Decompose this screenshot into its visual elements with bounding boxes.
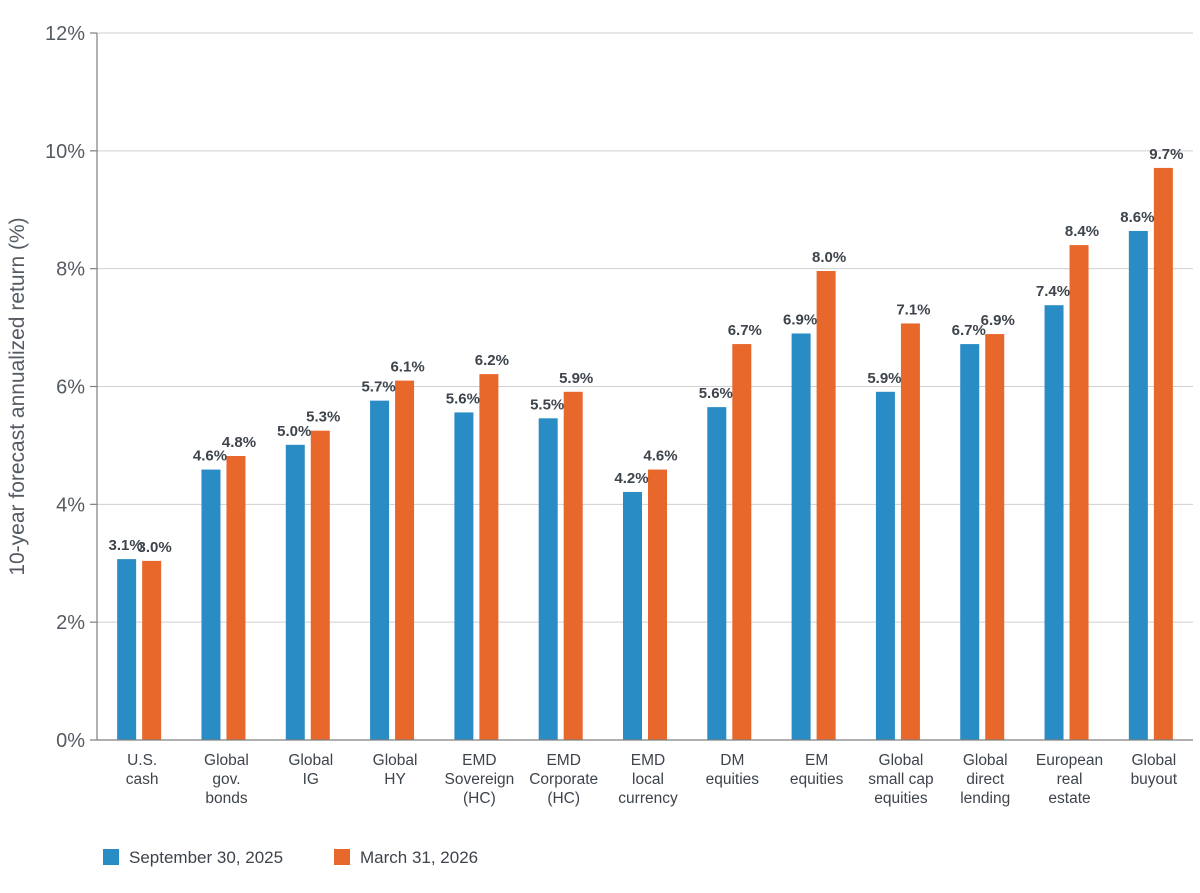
data-label: 3.0% xyxy=(138,539,172,556)
data-label: 6.7% xyxy=(728,322,762,339)
y-tick-label: 6% xyxy=(56,377,85,399)
data-label: 5.9% xyxy=(867,370,901,387)
bar-mar-2026 xyxy=(479,374,499,740)
bar-sep-2025 xyxy=(791,333,811,740)
data-label: 9.7% xyxy=(1149,146,1183,163)
bar-mar-2026 xyxy=(142,560,162,740)
y-tick-label: 10% xyxy=(45,141,85,163)
bar-sep-2025 xyxy=(707,407,727,740)
data-label: 6.9% xyxy=(783,311,817,328)
y-axis-title: 10-year forecast annualized return (%) xyxy=(6,217,29,575)
legend-swatch xyxy=(103,849,119,865)
x-tick-label: Global buyout xyxy=(1131,752,1178,788)
bar-mar-2026 xyxy=(648,469,667,740)
legend: September 30, 2025 March 31, 2026 xyxy=(103,848,478,867)
bar-sep-2025 xyxy=(117,559,137,740)
bar-sep-2025 xyxy=(1128,230,1148,740)
x-tick-label: Global IG xyxy=(288,752,333,788)
x-tick-label: EMD Corporate (HC) xyxy=(529,752,598,807)
y-tick-label: 2% xyxy=(56,612,85,634)
bar-mar-2026 xyxy=(900,323,920,740)
x-tick-label: EMD local currency xyxy=(618,752,678,807)
bar-sep-2025 xyxy=(370,400,390,740)
bar-mar-2026 xyxy=(1069,245,1089,740)
x-tick-label: U.S. cash xyxy=(126,752,159,788)
data-label: 5.5% xyxy=(530,396,564,413)
gridlines xyxy=(97,32,1193,623)
x-tick-label: EMD Sovereign (HC) xyxy=(444,752,514,807)
x-tick-label: DM equities xyxy=(706,752,760,788)
x-tick-label: European real estate xyxy=(1036,752,1103,807)
bar-sep-2025 xyxy=(454,412,474,740)
bar-mar-2026 xyxy=(563,391,583,740)
y-tick-label: 12% xyxy=(45,23,85,45)
x-tick-label: Global direct lending xyxy=(960,752,1010,807)
data-label: 5.6% xyxy=(699,385,733,402)
legend-label: September 30, 2025 xyxy=(129,848,283,867)
y-tick-label: 8% xyxy=(56,259,85,281)
data-label: 5.9% xyxy=(559,370,593,387)
data-label: 5.6% xyxy=(446,390,480,407)
data-label: 4.6% xyxy=(193,448,227,465)
bars xyxy=(117,167,1173,740)
data-label: 6.1% xyxy=(390,359,424,376)
data-label: 7.4% xyxy=(1036,283,1070,300)
bar-sep-2025 xyxy=(201,469,221,740)
data-label: 4.6% xyxy=(643,448,677,465)
x-tick-label: EM equities xyxy=(790,752,844,788)
axes: 0% 2% 4% 6% 8% 10% 12% 10-year forecast annuali… xyxy=(6,23,1193,807)
legend-swatch xyxy=(334,849,350,865)
data-label: 7.1% xyxy=(896,301,930,318)
bar-sep-2025 xyxy=(1044,305,1064,740)
data-label: 8.0% xyxy=(812,249,846,266)
bar-mar-2026 xyxy=(1153,167,1173,740)
data-label: 6.9% xyxy=(981,312,1015,329)
x-tick-label: Global gov. bonds xyxy=(204,752,249,807)
bar-mar-2026 xyxy=(985,334,1005,740)
bar-mar-2026 xyxy=(732,344,752,740)
data-label: 4.8% xyxy=(222,434,256,451)
y-tick-label: 0% xyxy=(56,730,85,752)
bar-sep-2025 xyxy=(285,444,305,740)
bar-sep-2025 xyxy=(623,491,642,740)
bar-mar-2026 xyxy=(395,380,415,740)
data-label: 6.2% xyxy=(475,352,509,369)
legend-label: March 31, 2026 xyxy=(360,848,478,867)
data-label: 5.0% xyxy=(277,423,311,440)
value-labels: 3.1%3.0%4.6%4.8%5.0%5.3%5.7%6.1%5.6%6.2%… xyxy=(109,146,1184,556)
x-tick-label: Global small cap equities xyxy=(868,752,933,807)
data-label: 5.7% xyxy=(361,379,395,396)
data-label: 6.7% xyxy=(952,322,986,339)
data-label: 5.3% xyxy=(306,409,340,426)
data-label: 3.1% xyxy=(109,537,143,554)
bar-sep-2025 xyxy=(875,391,895,740)
data-label: 8.6% xyxy=(1120,209,1154,226)
bar-mar-2026 xyxy=(226,456,246,740)
x-tick-label: Global HY xyxy=(373,752,418,788)
bar-sep-2025 xyxy=(960,344,980,740)
data-label: 8.4% xyxy=(1065,223,1099,240)
data-label: 4.2% xyxy=(614,470,648,487)
bar-mar-2026 xyxy=(816,271,836,740)
bar-mar-2026 xyxy=(310,430,330,740)
bar-sep-2025 xyxy=(538,418,558,740)
y-tick-label: 4% xyxy=(56,494,85,516)
